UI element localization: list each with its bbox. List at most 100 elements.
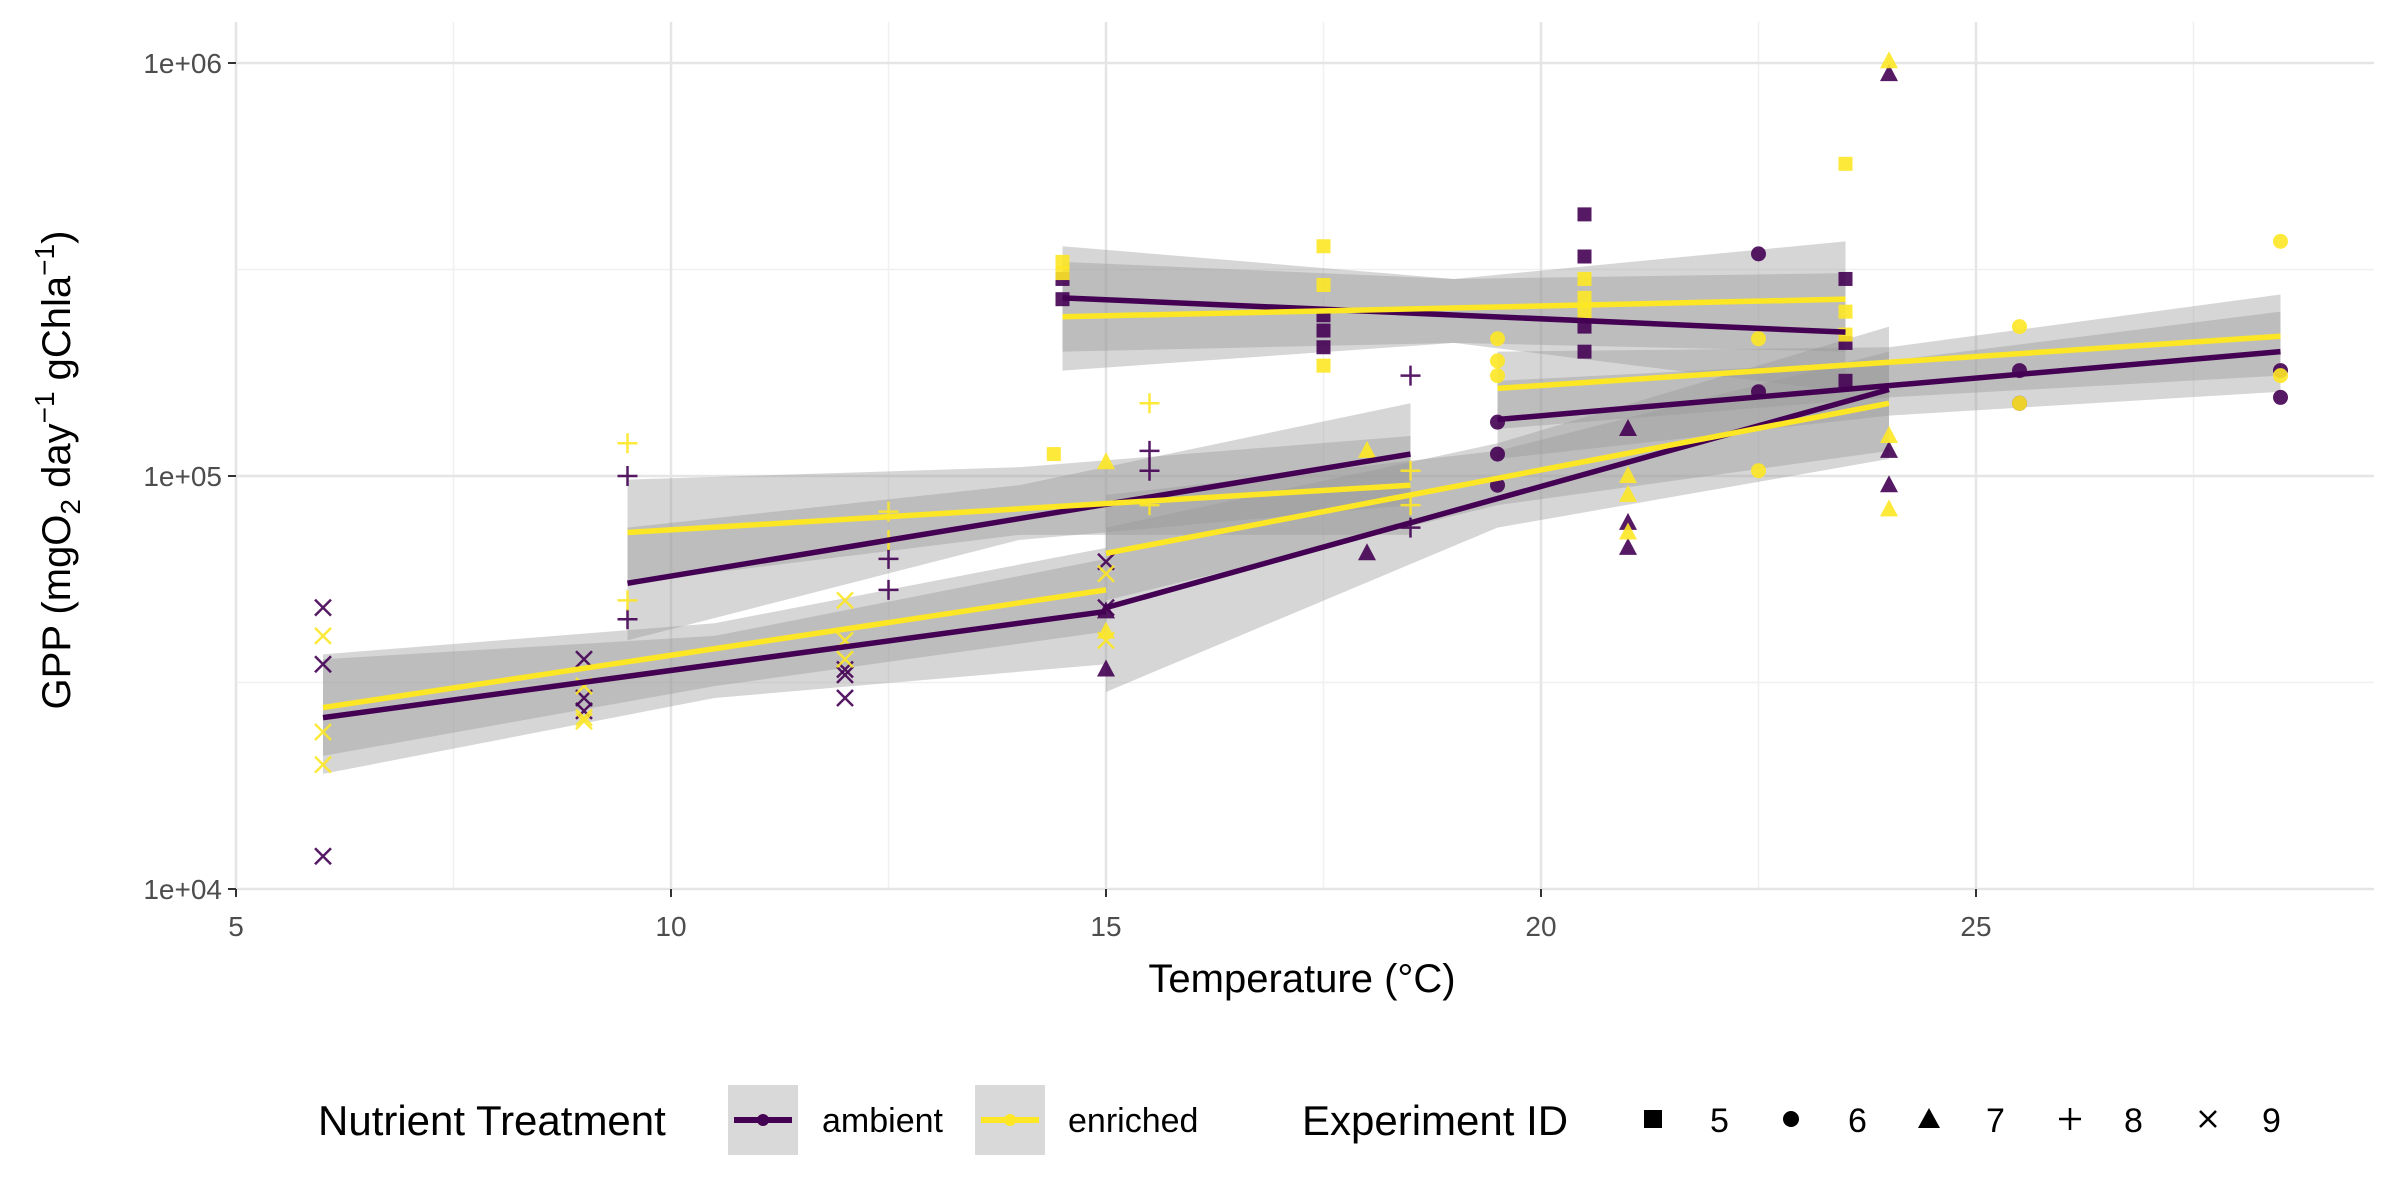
- point-exp5-ambient: [1577, 207, 1592, 222]
- point-exp7-ambient: [1619, 418, 1637, 436]
- point-exp6-enriched: [1490, 331, 1505, 347]
- y-axis-title: GPP (mgO2 day−1 gChla−1): [29, 231, 86, 710]
- legend-plus-icon: [2059, 1108, 2081, 1130]
- point-exp7-ambient: [1097, 659, 1115, 677]
- ci-ribbon-exp9-enriched: [323, 547, 1106, 756]
- data-points: [314, 51, 2288, 866]
- legend-label-exp7: 7: [1986, 1102, 2005, 1140]
- point-exp5-ambient: [1577, 344, 1592, 359]
- x-tick-label: 10: [655, 911, 686, 942]
- point-exp9-enriched: [1097, 564, 1115, 583]
- point-exp5-enriched: [1316, 278, 1331, 293]
- point-exp7-enriched: [1619, 522, 1637, 540]
- ci-ribbon-exp7-ambient: [1106, 326, 1889, 692]
- fit-line-exp5-ambient: [1062, 295, 1846, 335]
- point-exp5-enriched: [1046, 447, 1061, 462]
- fit-line-exp9-enriched: [322, 587, 1107, 711]
- point-exp5-enriched: [1055, 254, 1070, 269]
- point-exp5-enriched: [1316, 239, 1331, 254]
- point-exp9-enriched: [575, 712, 593, 730]
- point-exp5-ambient: [1316, 340, 1331, 355]
- point-exp7-enriched: [1880, 499, 1898, 517]
- x-tick-label: 20: [1525, 911, 1556, 942]
- point-exp6-enriched: [1751, 331, 1766, 347]
- legend-cross-icon: [2199, 1110, 2217, 1128]
- legend-label-ambient: ambient: [822, 1102, 944, 1140]
- point-exp9-ambient: [314, 655, 332, 674]
- point-exp9-ambient: [575, 650, 593, 669]
- fit-line-exp6-ambient: [1497, 348, 2281, 423]
- point-exp7-enriched: [1880, 51, 1898, 69]
- point-exp9-enriched: [314, 755, 332, 774]
- legend-label-exp5: 5: [1710, 1102, 1729, 1140]
- point-exp8-enriched: [1400, 495, 1421, 516]
- x-axis-title: Temperature (°C): [1148, 957, 1455, 1001]
- legend: Nutrient Treatment ambient enriched Expe…: [318, 1085, 2281, 1155]
- legend-color-title: Nutrient Treatment: [318, 1097, 666, 1144]
- point-exp8-ambient: [878, 548, 899, 569]
- point-exp7-enriched: [1358, 440, 1376, 458]
- legend-square-icon: [1644, 1110, 1662, 1128]
- point-exp8-enriched: [1139, 393, 1160, 414]
- x-tick-labels: 5 10 15 20 25: [228, 889, 1992, 942]
- point-exp7-enriched: [1619, 484, 1637, 502]
- point-exp5-enriched: [1838, 156, 1853, 171]
- point-exp6-enriched: [2012, 319, 2027, 335]
- legend-label-exp8: 8: [2124, 1102, 2143, 1140]
- point-exp5-enriched: [1055, 266, 1070, 281]
- point-exp5-ambient: [1316, 323, 1331, 338]
- point-exp7-ambient: [1619, 512, 1637, 530]
- point-exp5-enriched: [1577, 304, 1592, 319]
- point-exp8-enriched: [617, 433, 638, 454]
- confidence-ribbons: [323, 241, 2281, 774]
- point-exp9-enriched: [314, 627, 332, 645]
- point-exp6-enriched: [1490, 353, 1505, 369]
- point-exp7-ambient: [1358, 543, 1376, 561]
- fit-line-exp8-ambient: [627, 451, 1411, 586]
- point-exp8-ambient: [878, 579, 899, 600]
- point-exp9-ambient: [836, 689, 854, 707]
- y-tick-label: 1e+06: [143, 48, 222, 79]
- legend-circle-icon: [1783, 1111, 1799, 1127]
- point-exp6-ambient: [2273, 389, 2288, 405]
- legend-label-enriched: enriched: [1068, 1102, 1198, 1140]
- point-exp5-enriched: [1316, 358, 1331, 373]
- point-exp9-enriched: [836, 591, 854, 610]
- fit-line-exp8-enriched: [627, 482, 1411, 536]
- point-exp9-ambient: [314, 847, 332, 866]
- point-exp5-ambient: [1838, 373, 1853, 388]
- point-exp7-ambient: [1880, 475, 1898, 493]
- point-exp6-ambient: [1751, 246, 1766, 262]
- point-exp9-ambient: [314, 598, 332, 617]
- point-exp6-enriched: [1751, 463, 1766, 479]
- point-exp7-ambient: [1880, 440, 1898, 458]
- point-exp9-enriched: [1097, 631, 1115, 650]
- point-exp5-enriched: [1577, 271, 1592, 286]
- point-exp7-enriched: [1097, 452, 1115, 470]
- point-exp7-ambient: [1880, 64, 1898, 82]
- point-exp5-ambient: [1577, 249, 1592, 264]
- point-exp9-ambient: [836, 665, 854, 684]
- point-exp6-enriched: [2273, 368, 2288, 384]
- x-tick-label: 5: [228, 911, 244, 942]
- legend-key-enriched: [975, 1085, 1045, 1155]
- legend-shape-title: Experiment ID: [1302, 1097, 1568, 1144]
- point-exp7-enriched: [1880, 425, 1898, 443]
- point-exp8-ambient: [1139, 460, 1160, 481]
- point-exp8-ambient: [617, 466, 638, 486]
- point-exp6-enriched: [1490, 368, 1505, 384]
- legend-key-ambient: [728, 1085, 798, 1155]
- fit-line-exp9-ambient: [322, 608, 1107, 721]
- ci-ribbon-exp5-ambient: [1062, 246, 1846, 392]
- point-exp5-enriched: [1838, 304, 1853, 319]
- point-exp8-ambient: [1139, 440, 1160, 461]
- legend-label-exp6: 6: [1848, 1102, 1867, 1140]
- ci-ribbon-exp8-ambient: [627, 403, 1411, 641]
- legend-triangle-icon: [1918, 1108, 1940, 1128]
- point-exp9-enriched: [836, 650, 854, 669]
- fit-line-exp7-enriched: [1105, 400, 1890, 556]
- x-tick-label: 25: [1960, 911, 1991, 942]
- fit-line-exp5-enriched: [1062, 296, 1846, 320]
- point-exp5-ambient: [1838, 271, 1853, 286]
